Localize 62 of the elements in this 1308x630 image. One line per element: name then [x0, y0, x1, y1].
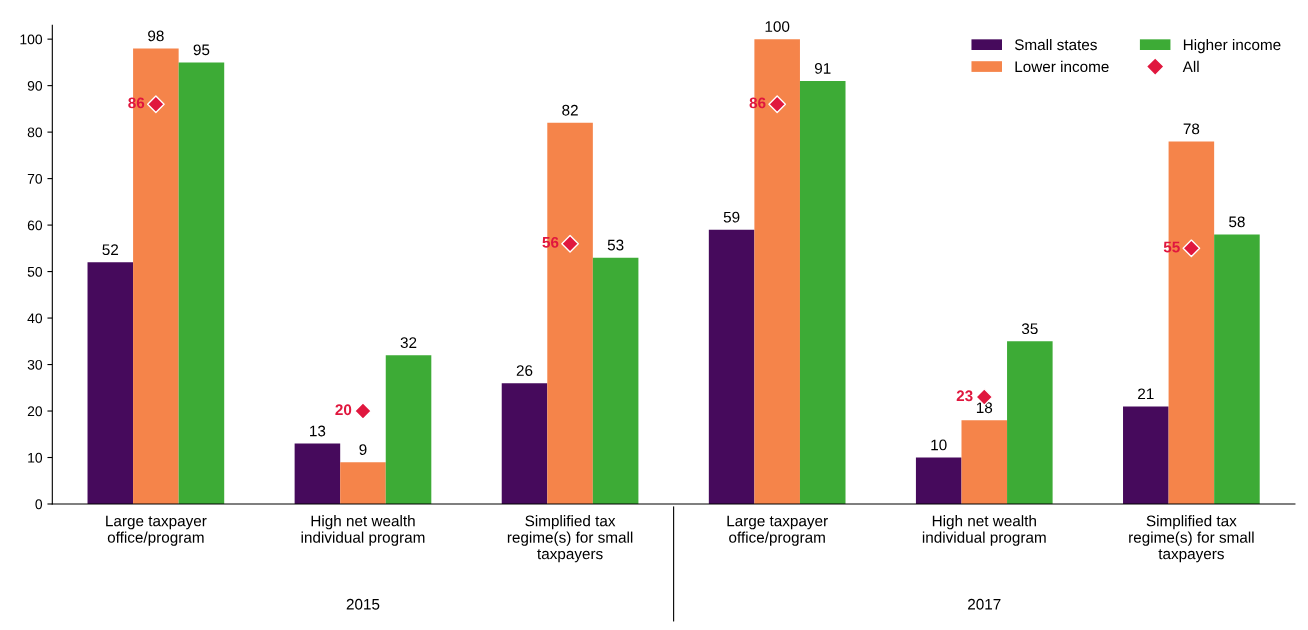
bar — [592, 257, 639, 504]
data-label: 78 — [1183, 123, 1200, 135]
data-label: 35 — [1021, 323, 1038, 335]
data-label: 32 — [400, 337, 417, 349]
data-label: 21 — [1138, 388, 1154, 400]
y-tick-label: 60 — [27, 220, 43, 231]
legend-label: Lower income — [1015, 60, 1109, 73]
data-label: 98 — [148, 30, 164, 42]
data-label: 100 — [765, 21, 790, 32]
bar — [340, 462, 386, 504]
data-label: 26 — [516, 365, 533, 376]
text: 2015 — [346, 598, 380, 610]
data-label: 20 — [335, 404, 352, 416]
data-label: 82 — [562, 104, 578, 116]
x-tick-label: Large taxpayer office/program — [727, 515, 828, 546]
x-tick-label: Simplified tax regime(s) for small taxpayers — [507, 515, 633, 563]
bar — [1123, 406, 1169, 504]
legend-label: Small states — [1014, 38, 1097, 51]
y-tick-label: 70 — [27, 173, 43, 184]
y-tick-label: 90 — [27, 80, 43, 91]
bar — [87, 262, 134, 504]
data-label: 53 — [607, 239, 624, 251]
data-label: 52 — [102, 244, 119, 256]
data-label: 58 — [1229, 216, 1245, 228]
bar — [1214, 234, 1260, 504]
data-label: 91 — [814, 62, 831, 74]
data-label: 23 — [956, 390, 973, 402]
y-tick-label: 40 — [27, 313, 43, 324]
data-label: 13 — [310, 425, 326, 437]
legend-label: All — [1182, 60, 1199, 72]
y-tick-label: 50 — [27, 266, 43, 277]
bar — [708, 229, 755, 504]
bar — [294, 443, 341, 504]
x-tick-label: High net wealth individual program — [922, 515, 1046, 546]
x-tick-label: High net wealth individual program — [301, 515, 425, 546]
y-tick-label: 20 — [27, 406, 43, 417]
bar — [178, 62, 225, 504]
data-label: 9 — [359, 444, 367, 455]
point — [561, 234, 579, 253]
x-tick-label: Simplified tax regime(s) for small taxpayers — [1129, 515, 1254, 563]
bar — [385, 355, 432, 504]
x-tick-label: Large taxpayer office/program — [106, 515, 207, 546]
legend-label: Higher income — [1183, 38, 1281, 54]
data-label: 59 — [723, 211, 740, 223]
bar — [1007, 341, 1053, 504]
bar — [915, 457, 962, 504]
bar — [501, 383, 548, 504]
bar — [799, 80, 846, 504]
point — [146, 95, 165, 114]
data-label: 18 — [976, 402, 993, 414]
point — [768, 95, 787, 114]
point — [1182, 239, 1201, 258]
y-tick-label: 30 — [27, 359, 43, 370]
y-tick-label: 10 — [28, 452, 43, 463]
y-tick-label: 80 — [27, 127, 43, 138]
data-label: 10 — [931, 439, 947, 451]
text: 2017 — [968, 598, 1001, 610]
data-label: 95 — [193, 44, 210, 56]
y-tick-label: 0 — [35, 499, 43, 510]
y-tick-label: 100 — [20, 34, 43, 45]
point — [354, 402, 372, 420]
bar — [961, 420, 1008, 504]
